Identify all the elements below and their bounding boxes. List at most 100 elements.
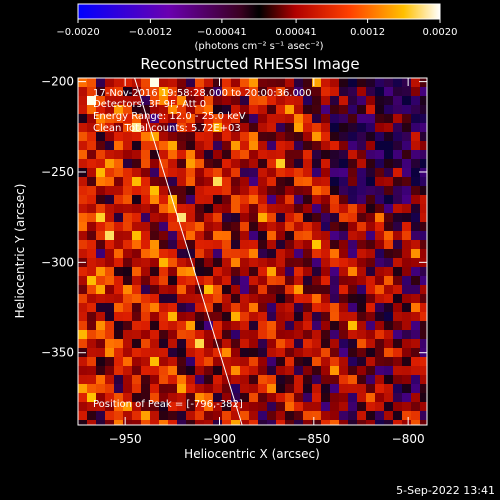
heatmap-cell	[330, 312, 339, 321]
heatmap-cell	[123, 195, 132, 204]
heatmap-cell	[393, 159, 402, 168]
heatmap-cell	[366, 420, 375, 425]
heatmap-cell	[411, 393, 420, 402]
heatmap-cell	[78, 303, 87, 312]
heatmap-cell	[366, 114, 375, 123]
heatmap-cell	[132, 384, 141, 393]
heatmap-cell	[384, 411, 393, 420]
heatmap-cell	[384, 375, 393, 384]
heatmap-cell	[105, 321, 114, 330]
heatmap-cell	[105, 366, 114, 375]
heatmap-cell	[249, 348, 258, 357]
heatmap-cell	[339, 87, 348, 96]
heatmap-cell	[321, 321, 330, 330]
heatmap-cell	[168, 285, 177, 294]
heatmap-cell	[249, 204, 258, 213]
heatmap-cell	[177, 276, 186, 285]
heatmap-cell	[276, 240, 285, 249]
heatmap-cell	[294, 123, 303, 132]
heatmap-cell	[330, 420, 339, 425]
heatmap-cell	[420, 420, 427, 425]
heatmap-cell	[123, 357, 132, 366]
heatmap-cell	[132, 87, 141, 96]
heatmap-cell	[330, 78, 339, 87]
heatmap-cell	[402, 357, 411, 366]
heatmap-cell	[231, 330, 240, 339]
heatmap-cell	[393, 384, 402, 393]
heatmap-cell	[276, 132, 285, 141]
heatmap-cell	[240, 204, 249, 213]
heatmap-cell	[294, 411, 303, 420]
heatmap-cell	[402, 222, 411, 231]
heatmap-cell	[213, 276, 222, 285]
heatmap-cell	[132, 204, 141, 213]
heatmap-cell	[285, 285, 294, 294]
heatmap-cell	[321, 402, 330, 411]
heatmap-cell	[393, 321, 402, 330]
heatmap-cell	[258, 240, 267, 249]
heatmap-cell	[375, 186, 384, 195]
heatmap-cell	[420, 231, 427, 240]
heatmap-cell	[303, 222, 312, 231]
heatmap-cell	[402, 267, 411, 276]
heatmap-cell	[213, 249, 222, 258]
heatmap-cell	[294, 222, 303, 231]
heatmap-cell	[132, 222, 141, 231]
heatmap-cell	[204, 114, 213, 123]
heatmap-cell	[285, 222, 294, 231]
heatmap-cell	[303, 303, 312, 312]
heatmap-cell	[186, 285, 195, 294]
heatmap-cell	[213, 123, 222, 132]
heatmap-cell	[348, 393, 357, 402]
heatmap-cell	[420, 195, 427, 204]
heatmap-cell	[294, 114, 303, 123]
heatmap-cell	[348, 285, 357, 294]
heatmap-cell	[411, 105, 420, 114]
heatmap-cell	[132, 276, 141, 285]
heatmap-cell	[411, 168, 420, 177]
heatmap-cell	[258, 150, 267, 159]
heatmap-cell	[249, 420, 258, 425]
heatmap-cell	[420, 240, 427, 249]
heatmap-cell	[186, 321, 195, 330]
heatmap-cell	[249, 303, 258, 312]
heatmap-cell	[411, 87, 420, 96]
heatmap-cell	[276, 150, 285, 159]
heatmap-cell	[339, 195, 348, 204]
heatmap-cell	[240, 159, 249, 168]
heatmap-cell	[339, 375, 348, 384]
heatmap-cell	[114, 366, 123, 375]
heatmap-cell	[168, 240, 177, 249]
heatmap-cell	[339, 132, 348, 141]
heatmap-cell	[213, 231, 222, 240]
heatmap-cell	[87, 141, 96, 150]
heatmap-cell	[159, 177, 168, 186]
heatmap-cell	[285, 294, 294, 303]
heatmap-cell	[348, 249, 357, 258]
heatmap-cell	[132, 285, 141, 294]
heatmap-cell	[249, 375, 258, 384]
heatmap-cell	[141, 402, 150, 411]
heatmap-cell	[222, 213, 231, 222]
heatmap-cell	[357, 411, 366, 420]
heatmap-cell	[141, 420, 150, 425]
heatmap-cell	[87, 186, 96, 195]
heatmap-cell	[348, 105, 357, 114]
heatmap-cell	[141, 339, 150, 348]
heatmap-cell	[231, 177, 240, 186]
heatmap-cell	[114, 303, 123, 312]
heatmap-cell	[222, 276, 231, 285]
heatmap-cell	[258, 186, 267, 195]
heatmap-cell	[231, 159, 240, 168]
heatmap-cell	[267, 375, 276, 384]
heatmap-cell	[348, 87, 357, 96]
heatmap-cell	[177, 375, 186, 384]
heatmap-cell	[357, 402, 366, 411]
heatmap-cell	[249, 240, 258, 249]
heatmap-cell	[420, 168, 427, 177]
heatmap-cell	[375, 375, 384, 384]
heatmap-cell	[348, 303, 357, 312]
heatmap-cell	[366, 312, 375, 321]
heatmap-cell	[87, 231, 96, 240]
heatmap-cell	[195, 96, 204, 105]
